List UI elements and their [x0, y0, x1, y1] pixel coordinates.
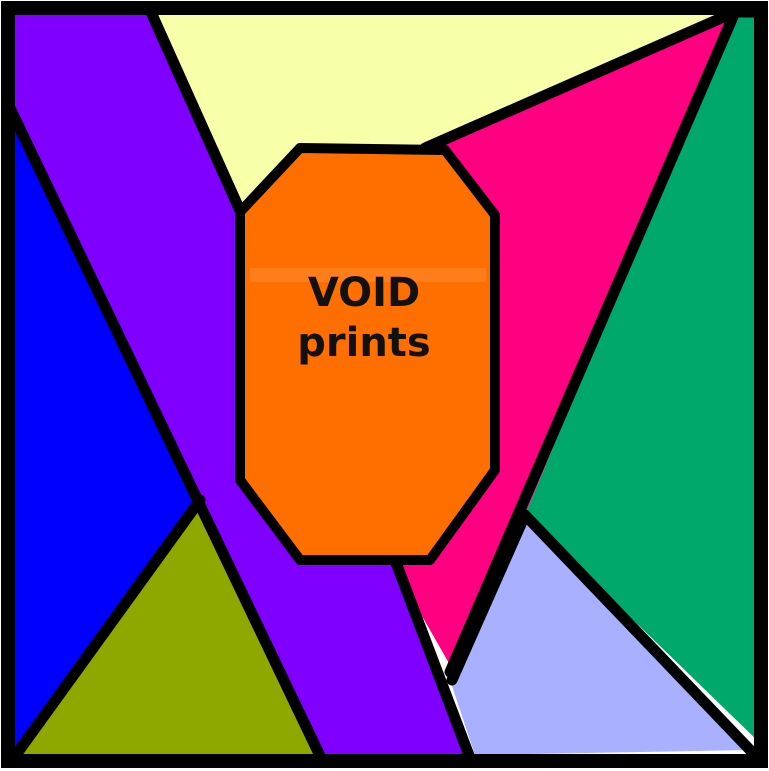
olive-triangle	[20, 500, 320, 755]
green-panel	[525, 10, 762, 745]
orange-highlight	[250, 268, 486, 282]
brand-label: VOID prints	[240, 268, 488, 368]
brand-label-line1: VOID	[307, 270, 421, 316]
brand-label-line2: prints	[297, 320, 431, 366]
blue-panel	[10, 110, 200, 750]
lavender-panel	[450, 515, 750, 755]
orange-octagon	[235, 143, 500, 565]
lead-lines	[4, 4, 768, 766]
